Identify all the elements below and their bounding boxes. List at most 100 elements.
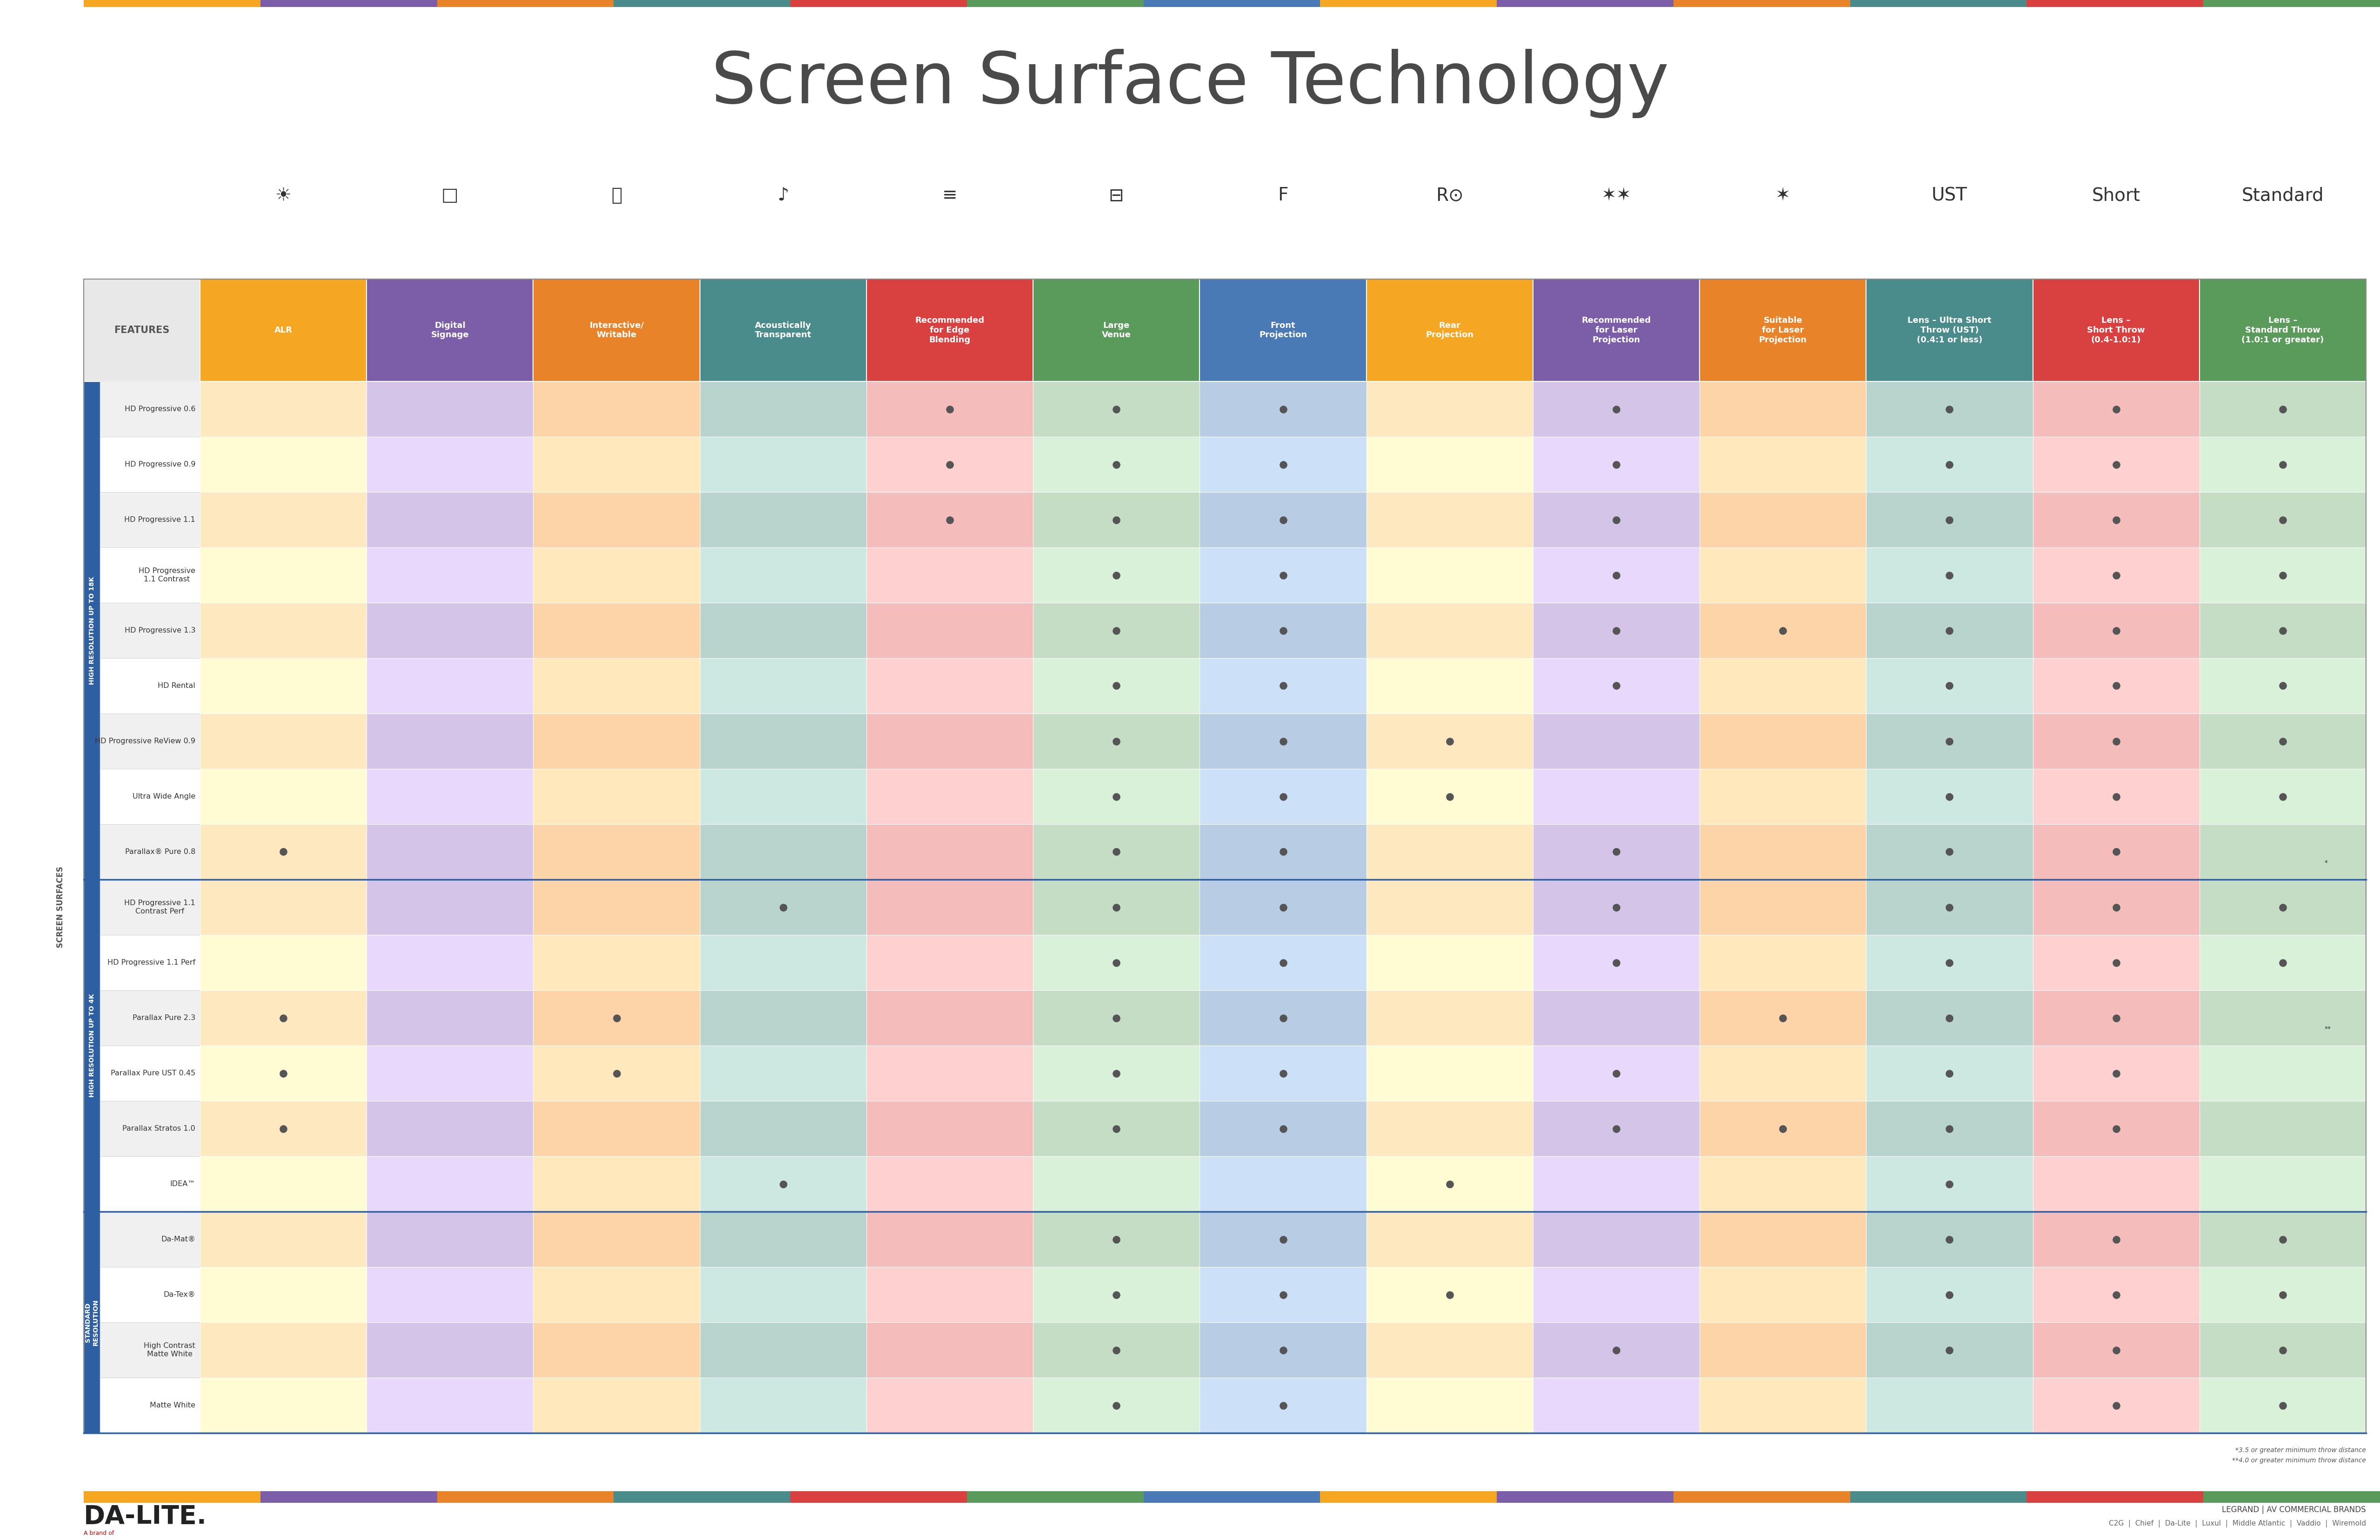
Bar: [1033, 1212, 1200, 1267]
Bar: [700, 935, 866, 990]
Text: □: □: [440, 186, 459, 205]
Text: HIGH RESOLUTION UP TO 18K: HIGH RESOLUTION UP TO 18K: [88, 576, 95, 685]
Bar: [1533, 382, 1699, 437]
Bar: [1200, 879, 1366, 935]
Bar: [2199, 768, 2366, 824]
Bar: [367, 1101, 533, 1157]
Point: [1264, 618, 1302, 642]
Text: ✋: ✋: [612, 186, 621, 205]
Point: [1264, 397, 1302, 422]
Bar: [1142, 0, 1321, 8]
Bar: [1533, 1101, 1699, 1157]
Bar: [200, 547, 367, 602]
Text: Rear
Projection: Rear Projection: [1426, 322, 1473, 339]
Text: Interactive/
Writable: Interactive/ Writable: [590, 322, 643, 339]
Bar: [1321, 1491, 1497, 1503]
Bar: [200, 990, 367, 1046]
Bar: [700, 824, 866, 879]
Bar: [1033, 879, 1200, 935]
Bar: [1033, 1323, 1200, 1378]
Bar: [533, 879, 700, 935]
Point: [1097, 562, 1135, 587]
Text: HD Progressive
1.1 Contrast: HD Progressive 1.1 Contrast: [138, 568, 195, 582]
Bar: [1533, 990, 1699, 1046]
Bar: [1033, 279, 1200, 382]
Bar: [700, 1101, 866, 1157]
Bar: [1033, 768, 1200, 824]
Bar: [1866, 437, 2033, 493]
Bar: [367, 713, 533, 768]
Bar: [1866, 382, 2033, 437]
Point: [1597, 950, 1635, 975]
Bar: [100, 493, 200, 547]
Bar: [1366, 824, 1533, 879]
Point: [1264, 1227, 1302, 1252]
Bar: [1497, 0, 1673, 8]
Bar: [100, 879, 200, 935]
Bar: [367, 879, 533, 935]
Bar: [1033, 602, 1200, 658]
Point: [1930, 1116, 1968, 1141]
Bar: [1200, 824, 1366, 879]
Bar: [200, 1101, 367, 1157]
Bar: [866, 1212, 1033, 1267]
Bar: [2033, 1157, 2199, 1212]
Bar: [1200, 1157, 1366, 1212]
Bar: [200, 935, 367, 990]
Point: [1097, 618, 1135, 642]
Bar: [1033, 437, 1200, 493]
Point: [1930, 728, 1968, 753]
Text: ⊟: ⊟: [1109, 186, 1123, 205]
Text: Recommended
for Edge
Blending: Recommended for Edge Blending: [914, 316, 985, 343]
Bar: [200, 768, 367, 824]
Bar: [100, 768, 200, 824]
Text: Parallax® Pure 0.8: Parallax® Pure 0.8: [124, 849, 195, 855]
Point: [1264, 508, 1302, 533]
Bar: [200, 658, 367, 713]
Bar: [1366, 382, 1533, 437]
Point: [1264, 673, 1302, 698]
Bar: [1533, 1157, 1699, 1212]
Text: HD Progressive 1.1 Perf: HD Progressive 1.1 Perf: [107, 959, 195, 966]
Bar: [866, 382, 1033, 437]
Bar: [1366, 768, 1533, 824]
Point: [2097, 1061, 2135, 1086]
Bar: [2033, 437, 2199, 493]
Bar: [83, 382, 100, 879]
Bar: [1366, 1157, 1533, 1212]
Text: A brand of: A brand of: [83, 1531, 114, 1535]
Point: [1430, 728, 1468, 753]
Point: [2263, 950, 2301, 975]
Point: [2263, 1227, 2301, 1252]
Bar: [1366, 990, 1533, 1046]
Bar: [100, 382, 200, 437]
Point: [1597, 618, 1635, 642]
Bar: [367, 768, 533, 824]
Point: [1597, 1116, 1635, 1141]
Bar: [1366, 1212, 1533, 1267]
Bar: [1673, 1491, 1849, 1503]
Bar: [533, 437, 700, 493]
Bar: [2199, 658, 2366, 713]
Point: [1097, 453, 1135, 477]
Text: Recommended
for Laser
Projection: Recommended for Laser Projection: [1583, 316, 1652, 343]
Bar: [100, 1157, 200, 1212]
Bar: [1200, 1378, 1366, 1434]
Bar: [1866, 1212, 2033, 1267]
Bar: [1533, 1267, 1699, 1323]
Bar: [1200, 547, 1366, 602]
Bar: [1533, 935, 1699, 990]
Point: [1597, 397, 1635, 422]
Point: [2097, 1227, 2135, 1252]
Point: [264, 1006, 302, 1030]
Bar: [2033, 713, 2199, 768]
Bar: [2033, 879, 2199, 935]
Bar: [1866, 1157, 2033, 1212]
Text: HD Progressive 1.1
Contrast Perf: HD Progressive 1.1 Contrast Perf: [124, 899, 195, 915]
Point: [2263, 562, 2301, 587]
Text: SCREEN SURFACES: SCREEN SURFACES: [57, 867, 64, 949]
Point: [2097, 508, 2135, 533]
Bar: [866, 1046, 1033, 1101]
Point: [1930, 784, 1968, 808]
Bar: [1849, 1491, 2028, 1503]
